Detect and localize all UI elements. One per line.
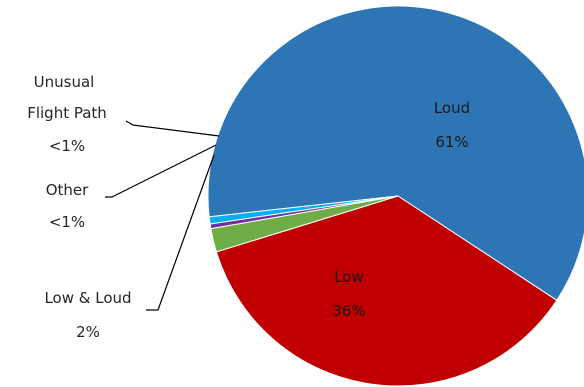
slice-label-unusual-line1: Unusual <box>34 73 95 91</box>
slice-label-low-and-loud: Low & Loud <box>44 289 131 307</box>
leader-other <box>105 144 217 198</box>
slice-label-other: Other <box>46 181 89 199</box>
slice-percent-low: 36% <box>332 302 365 320</box>
slice-loud <box>207 5 584 302</box>
slice-label-unusual-line2: Flight Path <box>27 104 107 122</box>
leader-low-and-loud <box>146 154 215 311</box>
slice-unusual-flight-path <box>208 195 399 225</box>
slice-label-low: Low <box>334 268 364 286</box>
slice-percent-unusual: <1% <box>49 137 85 155</box>
leader-unusual-flight-path <box>125 120 220 137</box>
leader-lines <box>105 120 220 311</box>
slice-low <box>215 195 558 387</box>
slice-percent-other: <1% <box>49 213 85 231</box>
slice-percent-low-and-loud: 2% <box>76 323 100 341</box>
slice-percent-loud: 61% <box>435 133 468 151</box>
pie-slices <box>207 5 584 387</box>
slice-label-loud: Loud <box>434 99 470 117</box>
